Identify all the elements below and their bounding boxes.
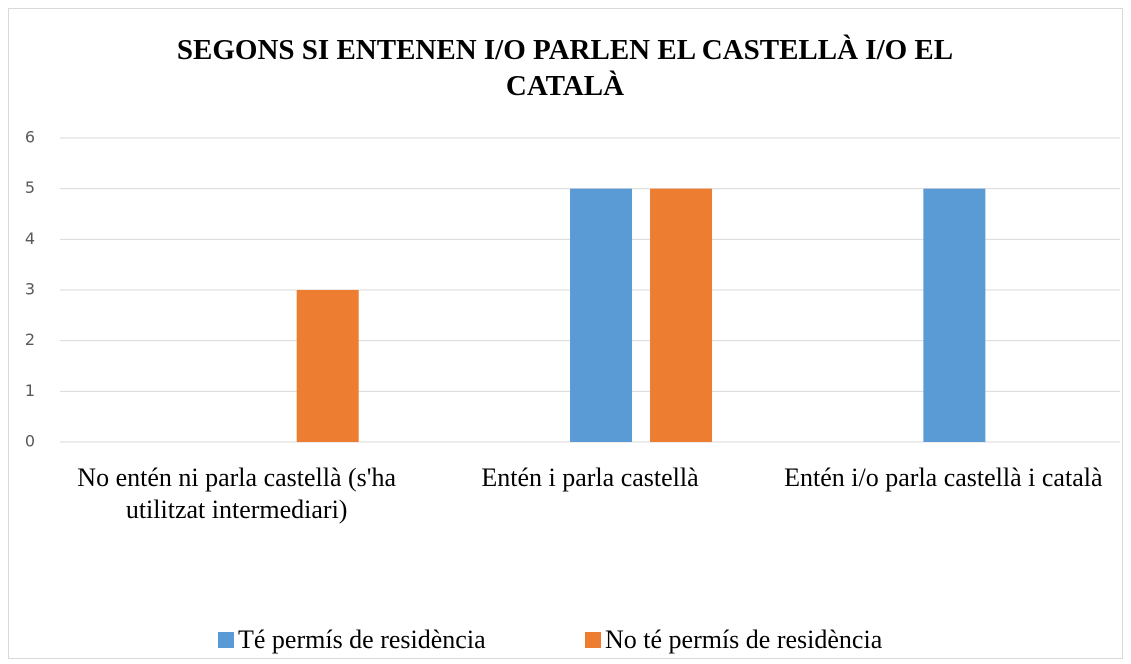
legend-item: Té permís de residència: [218, 625, 486, 655]
bar: [923, 188, 986, 442]
y-tick-label: 6: [25, 128, 35, 147]
y-tick-label: 1: [25, 381, 35, 400]
bar: [296, 290, 359, 442]
bar: [650, 188, 713, 442]
y-tick-label: 3: [25, 280, 35, 299]
legend-label: No té permís de residència: [605, 625, 883, 654]
legend-swatch: [585, 632, 601, 648]
legend-item: No té permís de residència: [585, 625, 882, 655]
y-tick-label: 0: [25, 432, 35, 451]
chart-title: SEGONS SI ENTENEN I/O PARLEN EL CASTELLÀ…: [176, 34, 954, 102]
bar: [570, 188, 633, 442]
y-tick-label: 5: [25, 178, 35, 197]
x-tick-label: Entén i/o parla castellà i català: [784, 463, 1103, 492]
x-tick-label: Entén i parla castellà: [481, 463, 699, 492]
legend-swatch: [218, 632, 234, 648]
y-tick-label: 2: [25, 330, 35, 349]
legend-label: Té permís de residència: [238, 625, 486, 654]
y-tick-label: 4: [25, 229, 35, 248]
x-tick-label: No entén ni parla castellà (s'ha utilitz…: [77, 463, 397, 524]
